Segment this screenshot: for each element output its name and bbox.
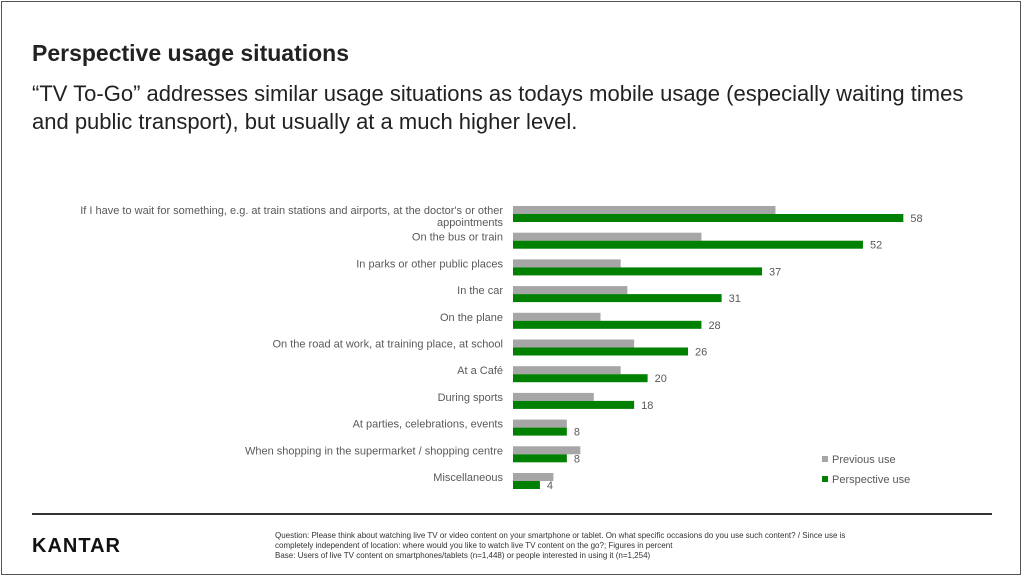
footnote-question-line-1: Question: Please think about watching li… bbox=[275, 531, 846, 540]
bar-perspective-use bbox=[513, 240, 863, 249]
slide-title: Perspective usage situations bbox=[32, 40, 350, 66]
data-label: 28 bbox=[708, 320, 720, 332]
footer-divider bbox=[32, 513, 992, 515]
category-label: If I have to wait for something, e.g. at… bbox=[80, 205, 503, 217]
bar-perspective-use bbox=[513, 454, 567, 463]
category-label: At parties, celebrations, events bbox=[353, 419, 504, 431]
data-label: 18 bbox=[641, 400, 653, 412]
bar-perspective-use bbox=[513, 320, 702, 329]
bar-previous-use bbox=[513, 259, 621, 268]
bar-perspective-use bbox=[513, 481, 540, 489]
category-label: On the road at work, at training place, … bbox=[272, 339, 503, 351]
data-label: 58 bbox=[910, 213, 922, 225]
category-label: In the car bbox=[457, 285, 503, 297]
bar-previous-use bbox=[513, 392, 594, 401]
logo-text: KANTAR bbox=[32, 535, 121, 557]
bar-previous-use bbox=[513, 232, 702, 241]
footnote-base: Base: Users of live TV content on smartp… bbox=[275, 551, 651, 560]
category-label: appointments bbox=[437, 217, 504, 229]
category-label: When shopping in the supermarket / shopp… bbox=[245, 445, 503, 457]
bar-previous-use bbox=[513, 419, 567, 428]
legend-label: Previous use bbox=[832, 454, 896, 466]
legend-label: Perspective use bbox=[832, 474, 910, 486]
bar-previous-use bbox=[513, 446, 581, 455]
chart-bars: If I have to wait for something, e.g. at… bbox=[80, 205, 922, 492]
bar-perspective-use bbox=[513, 294, 722, 303]
bar-perspective-use bbox=[513, 374, 648, 383]
chart-legend: Previous use Perspective use bbox=[822, 454, 910, 486]
footnote-question-line-2: completely independent of location: wher… bbox=[275, 541, 673, 550]
kantar-logo: KANTAR bbox=[32, 535, 121, 558]
bar-previous-use bbox=[513, 286, 628, 295]
bar-previous-use bbox=[513, 339, 635, 348]
category-label: At a Café bbox=[457, 365, 503, 377]
data-label: 8 bbox=[574, 427, 580, 439]
bar-previous-use bbox=[513, 206, 776, 214]
data-label: 26 bbox=[695, 347, 707, 359]
data-label: 4 bbox=[547, 480, 553, 492]
category-label: In parks or other public places bbox=[356, 258, 503, 270]
bar-perspective-use bbox=[513, 214, 904, 222]
category-label: Miscellaneous bbox=[433, 472, 503, 484]
slide-subtitle: “TV To-Go” addresses similar usage situa… bbox=[32, 81, 964, 134]
category-label: On the bus or train bbox=[412, 232, 503, 244]
data-label: 31 bbox=[729, 293, 741, 305]
bar-perspective-use bbox=[513, 427, 567, 436]
bar-perspective-use bbox=[513, 347, 688, 356]
bar-previous-use bbox=[513, 366, 621, 375]
bar-previous-use bbox=[513, 473, 554, 481]
footnote: Question: Please think about watching li… bbox=[275, 531, 975, 561]
data-label: 37 bbox=[769, 266, 781, 278]
data-label: 8 bbox=[574, 453, 580, 465]
legend-swatch bbox=[822, 476, 828, 482]
bar-previous-use bbox=[513, 312, 601, 321]
category-label: On the plane bbox=[440, 312, 503, 324]
bar-perspective-use bbox=[513, 400, 635, 409]
data-label: 20 bbox=[655, 373, 667, 385]
category-label: During sports bbox=[438, 392, 504, 404]
data-label: 52 bbox=[870, 240, 882, 252]
legend-swatch bbox=[822, 456, 828, 462]
bar-perspective-use bbox=[513, 267, 763, 276]
